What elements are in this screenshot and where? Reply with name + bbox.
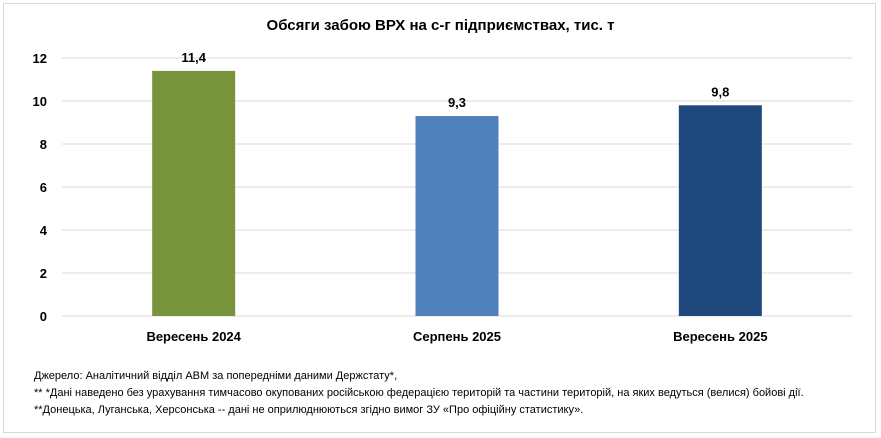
y-tick-label: 4 <box>40 223 48 238</box>
y-tick-label: 10 <box>33 94 47 109</box>
x-axis-ticks: Вересень 2024 Серпень 2025 Вересень 2025 <box>146 329 767 344</box>
chart-title: Обсяги забою ВРХ на с-г підприємствах, т… <box>266 17 615 34</box>
data-label: 11,4 <box>181 50 206 65</box>
chart-notes: Джерело: Аналітичний відділ АВМ за попер… <box>34 368 804 419</box>
data-label: 9,3 <box>448 95 466 110</box>
y-tick-label: 8 <box>40 137 47 152</box>
x-tick-label: Серпень 2025 <box>413 329 501 344</box>
bars <box>152 70 762 317</box>
occupied-territories-note: ** *Дані наведено без урахування тимчасо… <box>34 387 804 399</box>
source-note: Джерело: Аналітичний відділ АВМ за попер… <box>34 370 398 382</box>
bar-3 <box>678 105 762 316</box>
regions-note: **Донецька, Луганська, Херсонська -- дан… <box>34 404 584 416</box>
y-tick-label: 6 <box>40 180 47 195</box>
y-axis-ticks: 0 2 4 6 8 10 12 <box>33 51 48 324</box>
y-tick-label: 0 <box>40 309 47 324</box>
x-tick-label: Вересень 2025 <box>673 329 767 344</box>
bar-2 <box>415 116 499 316</box>
x-tick-label: Вересень 2024 <box>146 329 241 344</box>
data-label: 9,8 <box>711 84 729 99</box>
y-tick-label: 2 <box>40 266 47 281</box>
data-labels: 11,4 9,3 9,8 <box>181 50 729 110</box>
y-tick-label: 12 <box>33 51 47 66</box>
bar-1 <box>152 70 236 317</box>
